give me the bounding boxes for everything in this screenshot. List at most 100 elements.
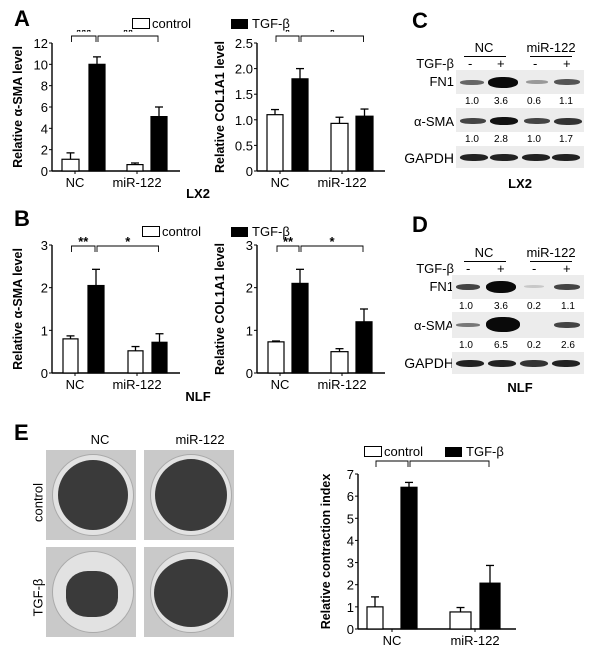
quant-value: 2.8	[494, 134, 508, 145]
svg-text:1: 1	[41, 323, 48, 338]
blot-strip-gapdh	[452, 352, 584, 374]
lane-sign: -	[533, 56, 538, 71]
svg-text:**: **	[283, 234, 294, 249]
legend-tgf: TGF-β	[231, 16, 290, 31]
svg-text:3: 3	[246, 238, 253, 253]
chart-e-contraction: 0 1 2 3 4 5 6 7 NC miR-122 Relative contraction in…	[319, 460, 516, 648]
quant-value: 1.7	[559, 134, 573, 145]
lane-sign: +	[563, 56, 571, 71]
gel-col-label-nc: NC	[90, 432, 110, 447]
legend-tgf: TGF-β	[445, 444, 504, 459]
blot-row-label-fn1: FN1	[429, 74, 454, 89]
quant-value: 1.1	[561, 301, 575, 312]
svg-text:2: 2	[347, 578, 354, 593]
legend-control: control	[142, 224, 201, 239]
svg-text:0: 0	[246, 164, 253, 179]
legend-swatch-filled	[231, 226, 249, 237]
chart-a-alpha-sma: 0 2 4 6 8 10 12 NC miR-122 Relative α-SMA level **…	[11, 30, 180, 190]
svg-text:0.5: 0.5	[235, 138, 253, 153]
svg-text:3: 3	[347, 556, 354, 571]
legend-swatch-open	[364, 446, 382, 457]
svg-text:Relative COL1A1 level: Relative COL1A1 level	[213, 41, 227, 173]
quant-value: 1.0	[459, 301, 473, 312]
svg-text:NC: NC	[383, 633, 402, 648]
svg-text:1.0: 1.0	[235, 113, 253, 128]
svg-text:Relative contraction index: Relative contraction index	[319, 474, 333, 630]
blot-row-label-asma: α-SMA	[413, 114, 454, 129]
svg-text:Relative COL1A1 level: Relative COL1A1 level	[213, 243, 227, 375]
legend-control: control	[364, 444, 423, 459]
quant-value: 1.0	[465, 134, 479, 145]
panel-letter-d: D	[412, 212, 428, 237]
svg-text:1: 1	[246, 323, 253, 338]
svg-text:0: 0	[347, 622, 354, 637]
quant-value: 1.0	[465, 96, 479, 107]
panel-letter-a: A	[14, 6, 30, 31]
lane-sign: -	[468, 56, 473, 71]
svg-text:Relative α-SMA level: Relative α-SMA level	[11, 248, 25, 370]
svg-text:3: 3	[41, 238, 48, 253]
svg-text:5: 5	[347, 511, 354, 526]
svg-text:0: 0	[246, 366, 253, 381]
svg-text:12: 12	[34, 36, 48, 51]
quant-value: 3.6	[494, 301, 508, 312]
svg-text:Relative α-SMA level: Relative α-SMA level	[11, 46, 25, 168]
svg-text:0: 0	[41, 366, 48, 381]
gel-col-label-mir122: miR-122	[175, 432, 225, 447]
svg-text:**: **	[78, 234, 89, 249]
quant-value: 0.2	[527, 340, 541, 351]
blot-group-nc: NC	[474, 245, 494, 260]
treatment-label: TGF-β	[416, 261, 454, 276]
quant-value: 0.6	[527, 96, 541, 107]
panel-letter-c: C	[412, 8, 428, 33]
blot-strip-asma	[456, 108, 584, 132]
blot-strip-fn1	[456, 70, 584, 94]
group-underline	[530, 56, 572, 57]
panel-letter-e: E	[14, 420, 29, 445]
svg-text:6: 6	[41, 100, 48, 115]
gel-row-label-control: control	[30, 482, 46, 523]
blot-row-label-asma: α-SMA	[413, 318, 454, 333]
svg-text:*: *	[330, 30, 336, 39]
svg-text:2.0: 2.0	[235, 62, 253, 77]
svg-text:***: ***	[76, 30, 92, 39]
svg-text:**: **	[123, 30, 134, 39]
group-underline	[464, 56, 506, 57]
svg-text:0: 0	[41, 164, 48, 179]
svg-text:NC: NC	[271, 175, 290, 190]
svg-text:2.5: 2.5	[235, 36, 253, 51]
quant-value: 1.1	[559, 96, 573, 107]
gel-well-nc-control	[46, 450, 136, 540]
svg-text:4: 4	[41, 121, 48, 136]
cell-line-label-c: LX2	[508, 176, 532, 191]
svg-text:*: *	[285, 30, 291, 39]
gel-well-mir122-tgf	[144, 547, 234, 637]
blot-row-label-gapdh: GAPDH	[404, 150, 454, 166]
blot-strip-fn1	[452, 275, 584, 299]
svg-text:10: 10	[34, 57, 48, 72]
gel-well-nc-tgf	[46, 547, 136, 637]
svg-text:***: ***	[384, 460, 400, 464]
quant-value: 3.6	[494, 96, 508, 107]
cell-line-label-a: LX2	[186, 186, 210, 201]
lane-sign: -	[466, 261, 471, 276]
legend-swatch-filled	[231, 18, 249, 29]
legend-swatch-open	[142, 226, 160, 237]
lane-sign: +	[497, 261, 505, 276]
svg-text:miR-122: miR-122	[112, 377, 161, 392]
group-underline	[530, 261, 572, 262]
legend-e: control TGF-β	[364, 444, 504, 459]
svg-text:4: 4	[347, 533, 354, 548]
svg-text:6: 6	[347, 489, 354, 504]
chart-a-col1a1: 0 0.5 1.0 1.5 2.0 2.5 NC miR-122 Relative COL1A1…	[213, 30, 385, 190]
svg-text:miR-122: miR-122	[450, 633, 499, 648]
quant-value: 1.0	[459, 340, 473, 351]
panel-letter-b: B	[14, 206, 30, 231]
quant-value: 2.6	[561, 340, 575, 351]
legend-control: control	[132, 16, 191, 31]
quant-value: 6.5	[494, 340, 508, 351]
svg-text:2: 2	[41, 281, 48, 296]
cell-line-label-b: NLF	[185, 389, 211, 404]
svg-text:miR-122: miR-122	[112, 175, 161, 190]
